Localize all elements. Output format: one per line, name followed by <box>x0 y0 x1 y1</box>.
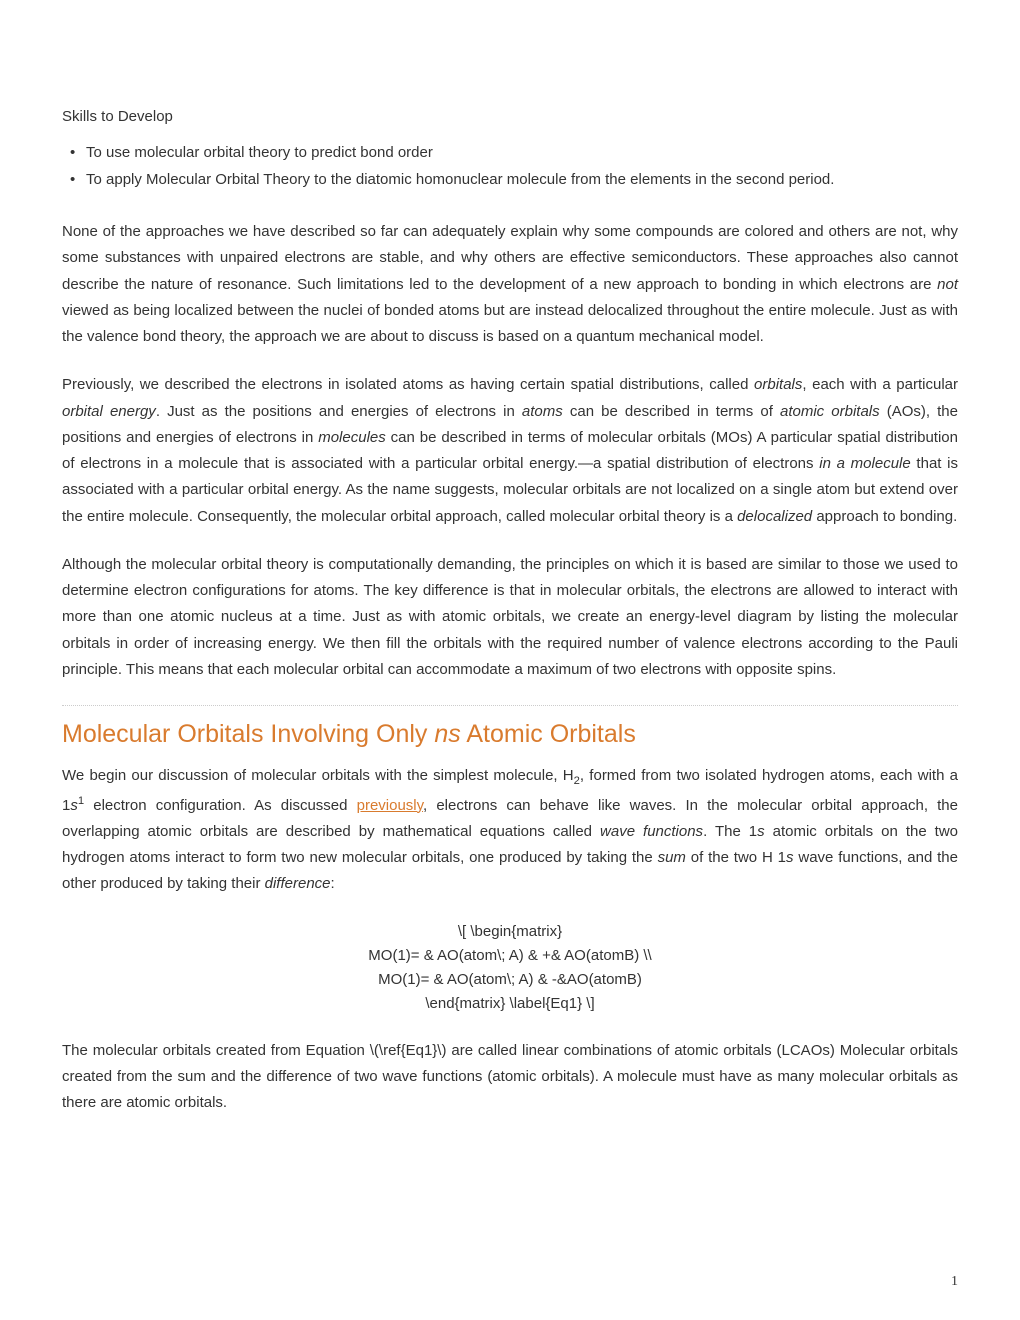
orbital-s: s <box>70 797 78 814</box>
page-number: 1 <box>951 1274 958 1290</box>
section-paragraph-2: The molecular orbitals created from Equa… <box>62 1038 958 1117</box>
term-molecules: molecules <box>318 429 386 446</box>
text: . Just as the positions and energies of … <box>156 403 522 420</box>
intro-paragraph-1: None of the approaches we have described… <box>62 219 958 350</box>
equation-line: \end{matrix} \label{Eq1} \] <box>62 992 958 1016</box>
text: electron configuration. As discussed <box>84 797 357 814</box>
text: : <box>331 875 335 892</box>
title-text: Molecular Orbitals Involving Only <box>62 720 434 748</box>
text: None of the approaches we have described… <box>62 223 958 293</box>
text: viewed as being localized between the nu… <box>62 302 958 345</box>
term-in-a-molecule: in a molecule <box>819 455 910 472</box>
section-divider <box>62 705 958 706</box>
equation-line: MO(1)= & AO(atom\; A) & +& AO(atomB) \\ <box>62 944 958 968</box>
intro-paragraph-2: Previously, we described the electrons i… <box>62 372 958 530</box>
text: of the two H 1 <box>686 849 786 866</box>
text: We begin our discussion of molecular orb… <box>62 767 574 784</box>
section-title: Molecular Orbitals Involving Only ns Ato… <box>62 720 958 749</box>
title-ns: ns <box>434 720 460 748</box>
term-delocalized: delocalized <box>737 508 812 525</box>
intro-paragraph-3: Although the molecular orbital theory is… <box>62 552 958 683</box>
text: , each with a particular <box>802 376 958 393</box>
equation-block: \[ \begin{matrix} MO(1)= & AO(atom\; A) … <box>62 920 958 1016</box>
text: can be described in terms of <box>563 403 780 420</box>
term-orbital-energy: orbital energy <box>62 403 156 420</box>
text: Previously, we described the electrons i… <box>62 376 754 393</box>
term-difference: difference <box>265 875 331 892</box>
emphasis-not: not <box>937 276 958 293</box>
equation-line: MO(1)= & AO(atom\; A) & -&AO(atomB) <box>62 968 958 992</box>
section-paragraph-1: We begin our discussion of molecular orb… <box>62 763 958 898</box>
skills-item: To use molecular orbital theory to predi… <box>86 139 958 166</box>
orbital-s: s <box>786 849 794 866</box>
text: approach to bonding. <box>812 508 957 525</box>
term-atoms: atoms <box>522 403 563 420</box>
skills-item: To apply Molecular Orbital Theory to the… <box>86 166 958 193</box>
term-wave-functions: wave functions <box>600 823 703 840</box>
term-orbitals: orbitals <box>754 376 802 393</box>
term-sum: sum <box>658 849 686 866</box>
orbital-s: s <box>757 823 765 840</box>
previously-link[interactable]: previously <box>357 797 423 814</box>
title-text: Atomic Orbitals <box>461 720 636 748</box>
equation-line: \[ \begin{matrix} <box>62 920 958 944</box>
skills-list: To use molecular orbital theory to predi… <box>62 139 958 193</box>
term-atomic-orbitals: atomic orbitals <box>780 403 880 420</box>
skills-heading: Skills to Develop <box>62 108 958 125</box>
text: . The 1 <box>703 823 757 840</box>
